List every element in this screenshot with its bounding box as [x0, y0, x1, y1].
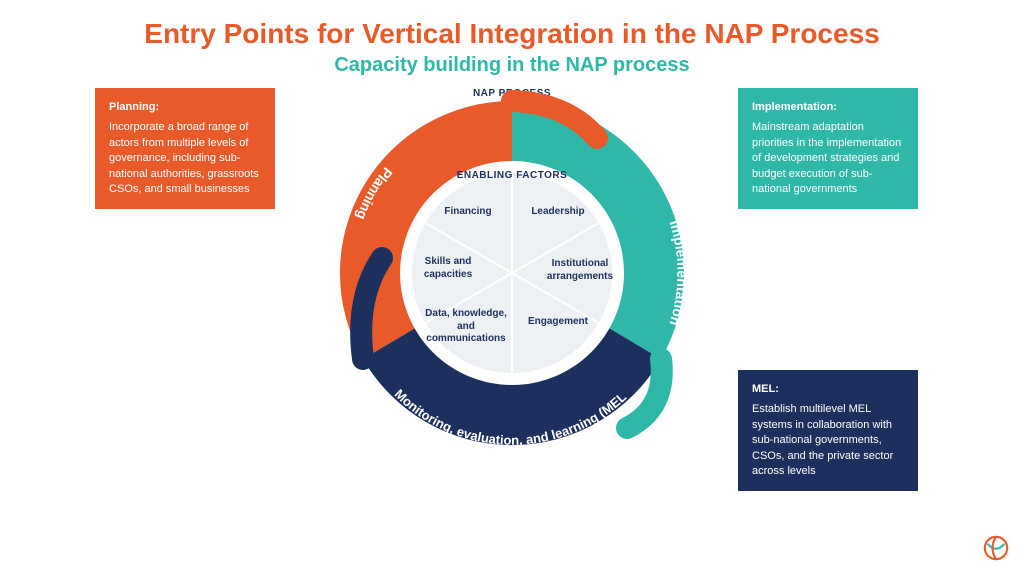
page-title: Entry Points for Vertical Integration in… — [0, 0, 1024, 50]
diagram-area: Planning: Incorporate a broad range of a… — [0, 90, 1024, 576]
factor-skills: Skills and capacities — [403, 256, 493, 281]
callout-implementation-body: Mainstream adaptation priorities in the … — [752, 120, 904, 197]
callout-mel-body: Establish multilevel MEL systems in coll… — [752, 402, 904, 479]
ring-svg: Planning Implementation Monitoring, eval… — [337, 98, 687, 538]
factor-leadership: Leadership — [513, 206, 603, 219]
brand-logo-icon — [982, 534, 1010, 562]
callout-planning-heading: Planning: — [109, 100, 261, 115]
callout-mel-heading: MEL: — [752, 382, 904, 397]
factor-financing: Financing — [423, 206, 513, 219]
callout-mel: MEL: Establish multilevel MEL systems in… — [738, 370, 918, 491]
factor-institutional: Institutional arrangements — [535, 258, 625, 283]
page-subtitle: Capacity building in the NAP process — [0, 54, 1024, 77]
nap-ring-diagram: NAP PROCESS — [337, 98, 687, 448]
callout-planning: Planning: Incorporate a broad range of a… — [95, 88, 275, 209]
factor-engagement: Engagement — [513, 316, 603, 329]
callout-planning-body: Incorporate a broad range of actors from… — [109, 120, 261, 197]
factor-data: Data, knowledge, and communications — [421, 308, 511, 346]
callout-implementation: Implementation: Mainstream adaptation pr… — [738, 88, 918, 209]
callout-implementation-heading: Implementation: — [752, 100, 904, 115]
enabling-factors-label: ENABLING FACTORS — [337, 170, 687, 181]
